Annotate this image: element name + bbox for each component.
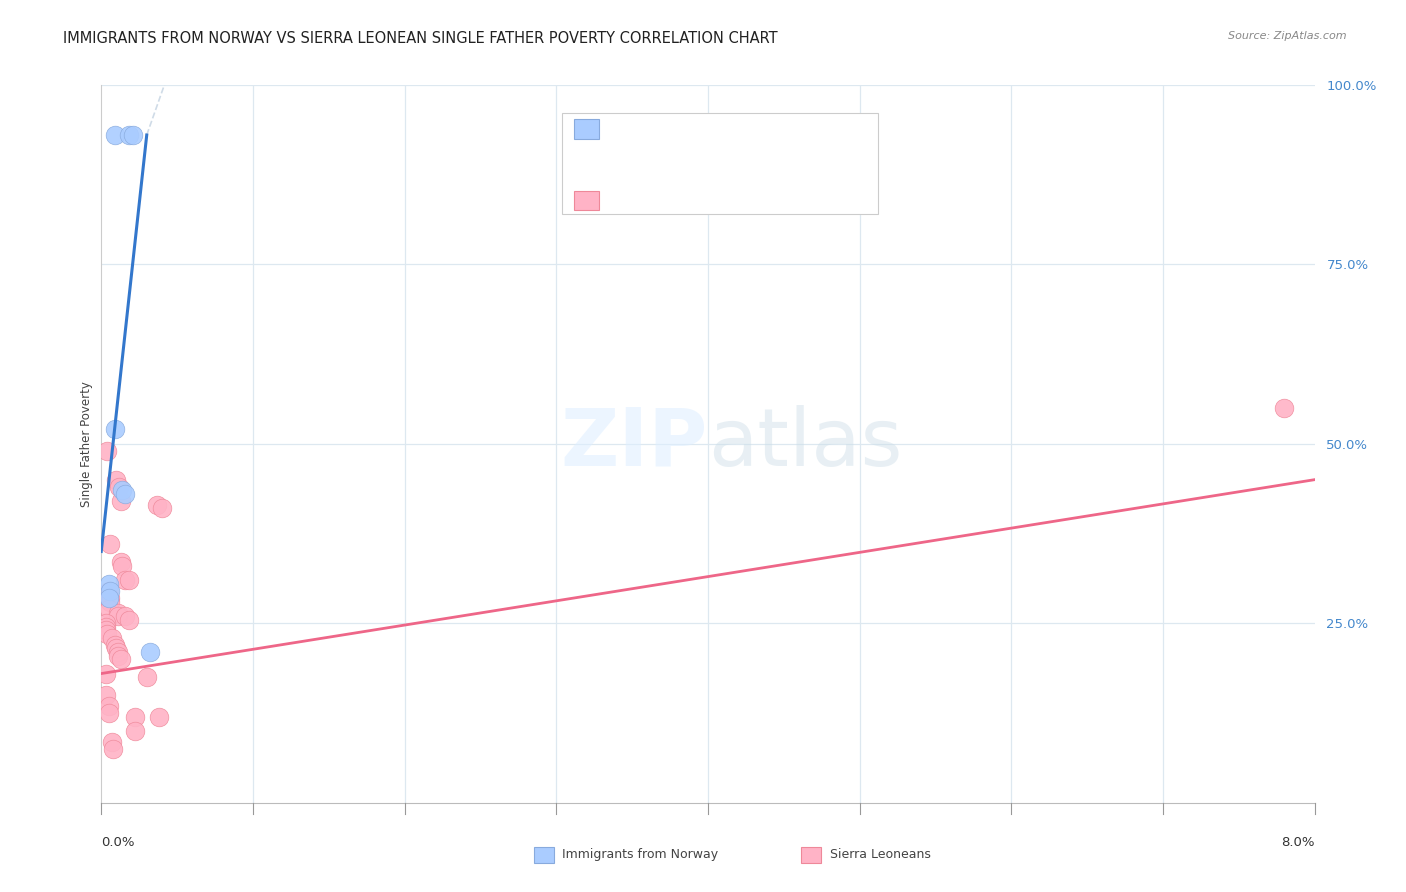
Text: Sierra Leoneans: Sierra Leoneans	[830, 848, 931, 861]
Point	[139, 645, 162, 659]
Text: R =  0.373: R = 0.373	[607, 121, 700, 136]
Point	[94, 616, 117, 631]
Point	[104, 128, 127, 142]
Point	[108, 480, 131, 494]
Point	[117, 573, 139, 587]
Point	[114, 609, 136, 624]
Point	[1272, 401, 1295, 415]
Point	[104, 422, 127, 436]
Text: N = 10: N = 10	[761, 121, 821, 136]
Point	[146, 498, 169, 512]
Point	[122, 128, 145, 142]
Point	[111, 558, 134, 573]
Point	[96, 444, 118, 458]
Point	[94, 666, 117, 681]
Point	[97, 706, 120, 720]
Point	[117, 128, 139, 142]
Point	[104, 638, 127, 652]
Point	[97, 591, 120, 606]
Point	[101, 735, 124, 749]
Point	[98, 591, 121, 606]
Point	[107, 648, 129, 663]
Text: 8.0%: 8.0%	[1281, 837, 1315, 849]
Point	[94, 624, 117, 638]
Point	[105, 641, 128, 656]
Text: Immigrants from Norway: Immigrants from Norway	[562, 848, 718, 861]
Point	[114, 573, 136, 587]
Point	[97, 602, 120, 616]
Text: R =  0.400: R = 0.400	[607, 193, 700, 208]
Point	[117, 613, 139, 627]
Point	[96, 627, 118, 641]
Text: ZIP: ZIP	[561, 405, 709, 483]
Point	[97, 576, 120, 591]
Point	[124, 724, 146, 739]
Point	[110, 494, 132, 508]
Point	[94, 688, 117, 702]
Point	[107, 609, 129, 624]
Point	[111, 483, 134, 498]
Point	[110, 652, 132, 666]
Text: Source: ZipAtlas.com: Source: ZipAtlas.com	[1229, 31, 1347, 41]
Point	[103, 742, 125, 756]
Point	[98, 537, 121, 551]
Point	[101, 631, 124, 645]
Text: IMMIGRANTS FROM NORWAY VS SIERRA LEONEAN SINGLE FATHER POVERTY CORRELATION CHART: IMMIGRANTS FROM NORWAY VS SIERRA LEONEAN…	[63, 31, 778, 46]
Point	[94, 620, 117, 634]
Point	[98, 584, 121, 599]
Point	[150, 501, 173, 516]
Point	[105, 473, 128, 487]
Point	[98, 595, 121, 609]
Point	[107, 606, 129, 620]
Text: N = 40: N = 40	[761, 193, 821, 208]
Point	[97, 584, 120, 599]
Text: 0.0%: 0.0%	[101, 837, 135, 849]
Point	[135, 670, 157, 684]
Point	[124, 709, 146, 723]
Text: atlas: atlas	[709, 405, 903, 483]
Y-axis label: Single Father Poverty: Single Father Poverty	[80, 381, 93, 507]
Point	[107, 645, 129, 659]
Point	[114, 487, 136, 501]
Point	[110, 555, 132, 569]
Point	[148, 709, 170, 723]
Point	[97, 698, 120, 713]
